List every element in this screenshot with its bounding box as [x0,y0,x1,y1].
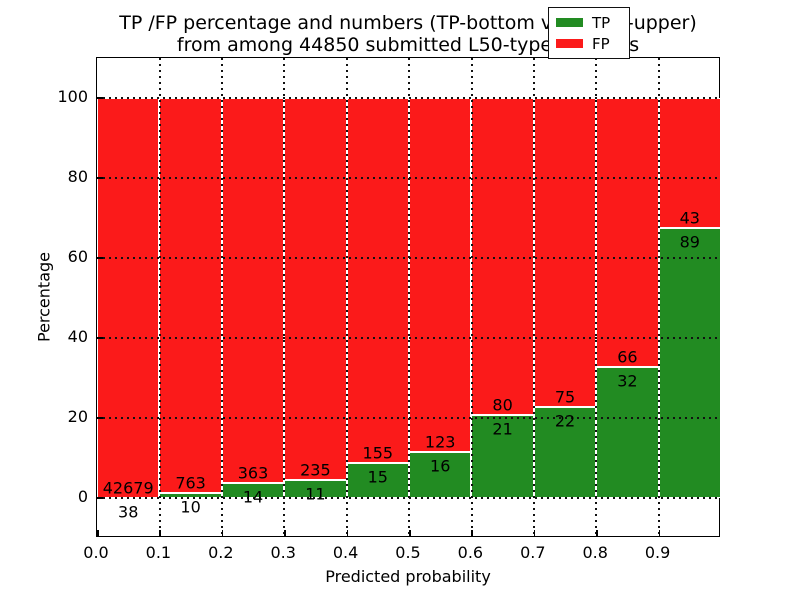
tp-count-label: 14 [242,487,264,507]
bar-fp [409,98,472,452]
v-gridline [158,58,161,536]
y-tick-mark [97,497,103,499]
x-tick-mark [471,530,473,536]
x-tick-mark [596,530,598,536]
h-gridline [97,337,719,340]
x-tick-label: 0.3 [270,543,296,562]
h-gridline [97,97,719,100]
v-gridline [221,58,223,536]
x-tick-mark [97,530,99,536]
x-tick-mark [284,530,286,536]
fp-count-label: 155 [362,443,394,463]
h-gridline [97,497,719,500]
v-gridline [408,58,411,536]
chart-title-line2: from among 44850 submitted L50-type cont… [176,34,640,56]
y-tick-label: 20 [67,407,88,426]
tp-count-label: 32 [617,371,638,391]
tp-count-label: 21 [492,419,513,439]
x-tick-mark [533,530,536,536]
fp-count-label: 80 [492,395,513,415]
y-tick-mark [97,257,103,259]
tp-count-label: 22 [554,411,576,431]
x-tick-mark [409,530,411,536]
tp-count-label: 15 [367,467,388,487]
bar-fp [159,98,222,493]
v-gridline [283,58,286,536]
bar-tp [658,228,721,498]
x-tick-label: 0.2 [208,543,234,562]
x-tick-label: 0.6 [457,543,484,562]
tp-swatch-icon [556,18,583,27]
v-gridline [657,58,660,536]
legend: TP FP [548,7,630,59]
tp-count-label: 89 [679,232,700,252]
h-gridline [97,417,719,420]
x-tick-label: 0.9 [644,543,671,562]
bar-fp [658,98,721,229]
y-tick-mark [97,337,103,339]
x-tick-mark [658,530,661,536]
legend-label-fp: FP [592,34,610,53]
fp-count-label: 123 [424,432,456,452]
y-tick-label: 0 [77,487,88,506]
fp-count-label: 42679 [102,478,154,498]
legend-item-tp: TP [556,15,622,31]
tp-count-label: 11 [305,484,326,504]
v-gridline [595,58,598,536]
x-tick-mark [221,530,224,536]
fp-count-label: 363 [237,463,269,483]
x-tick-label: 0.0 [83,543,109,562]
x-tick-label: 0.7 [520,543,546,562]
x-tick-label: 0.5 [395,543,421,562]
y-tick-mark [97,417,103,419]
legend-label-tp: TP [592,13,611,32]
x-tick-mark [346,530,349,536]
bar-fp [284,98,347,481]
plot-area: 42679 38 763 10 363 14 235 11 155 15 123 16 80 21 75 22… [96,57,721,537]
h-gridline [97,257,719,260]
legend-item-fp: FP [556,36,622,52]
bar-fp [97,98,160,498]
bar-fp [596,98,659,368]
v-gridline [533,58,535,536]
tp-count-label: 10 [180,497,201,517]
fp-count-label: 66 [617,347,638,367]
fp-count-label: 235 [300,460,331,480]
fp-count-label: 763 [175,473,206,493]
bar-fp [221,98,285,484]
bar-fp [533,98,597,408]
tp-count-label: 38 [118,502,139,522]
fp-count-label: 43 [679,208,700,228]
y-tick-mark [97,97,103,99]
bar-fp [346,98,409,463]
y-tick-label: 80 [67,167,88,186]
y-tick-label: 60 [67,247,88,266]
x-tick-mark [159,530,161,536]
v-gridline [470,58,473,536]
y-tick-label: 40 [67,327,88,346]
x-tick-label: 0.8 [582,543,608,562]
fp-swatch-icon [556,39,583,48]
y-tick-mark [97,177,103,179]
y-tick-label: 100 [57,87,88,106]
fp-count-label: 75 [554,387,576,407]
x-tick-label: 0.4 [332,543,359,562]
v-gridline [345,58,348,536]
h-gridline [97,177,719,180]
x-tick-label: 0.1 [145,543,172,562]
x-axis-label: Predicted probability [325,567,491,586]
tp-count-label: 16 [430,456,451,476]
